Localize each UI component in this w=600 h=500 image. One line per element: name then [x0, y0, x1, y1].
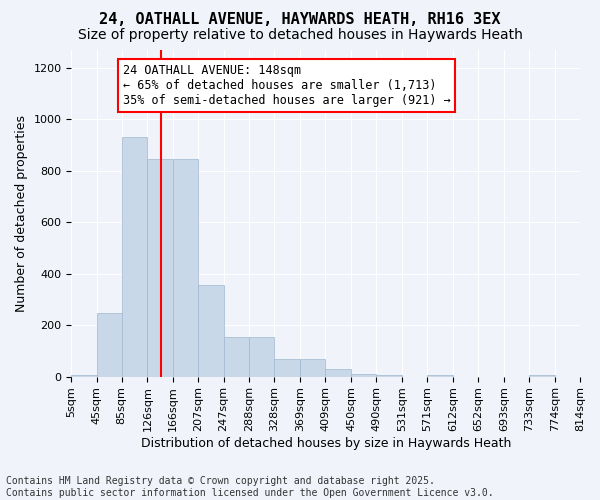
Bar	[148, 158, 173, 376]
Bar	[250, 336, 274, 376]
Bar	[224, 336, 250, 376]
Bar	[351, 374, 376, 376]
Bar	[97, 313, 122, 376]
Y-axis label: Number of detached properties: Number of detached properties	[15, 115, 28, 312]
Text: Contains HM Land Registry data © Crown copyright and database right 2025.
Contai: Contains HM Land Registry data © Crown c…	[6, 476, 494, 498]
Text: 24, OATHALL AVENUE, HAYWARDS HEATH, RH16 3EX: 24, OATHALL AVENUE, HAYWARDS HEATH, RH16…	[99, 12, 501, 28]
Bar	[199, 286, 224, 376]
Bar	[274, 359, 300, 376]
X-axis label: Distribution of detached houses by size in Haywards Heath: Distribution of detached houses by size …	[140, 437, 511, 450]
Bar	[300, 359, 325, 376]
Text: Size of property relative to detached houses in Haywards Heath: Size of property relative to detached ho…	[77, 28, 523, 42]
Text: 24 OATHALL AVENUE: 148sqm
← 65% of detached houses are smaller (1,713)
35% of se: 24 OATHALL AVENUE: 148sqm ← 65% of detac…	[123, 64, 451, 107]
Bar	[173, 158, 199, 376]
Bar	[122, 138, 148, 376]
Bar	[325, 369, 351, 376]
